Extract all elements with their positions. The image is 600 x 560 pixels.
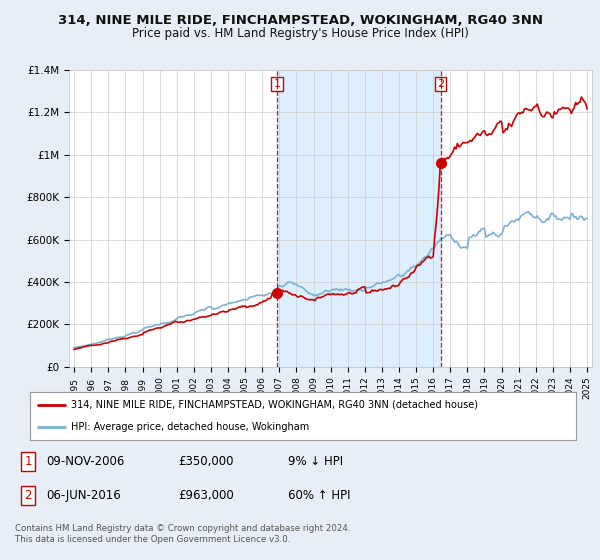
Text: 06-JUN-2016: 06-JUN-2016 [46, 489, 121, 502]
Text: Contains HM Land Registry data © Crown copyright and database right 2024.
This d: Contains HM Land Registry data © Crown c… [15, 524, 350, 544]
Text: 9% ↓ HPI: 9% ↓ HPI [288, 455, 343, 468]
Text: Price paid vs. HM Land Registry's House Price Index (HPI): Price paid vs. HM Land Registry's House … [131, 27, 469, 40]
Text: 09-NOV-2006: 09-NOV-2006 [46, 455, 124, 468]
Text: 1: 1 [274, 79, 280, 89]
Text: 314, NINE MILE RIDE, FINCHAMPSTEAD, WOKINGHAM, RG40 3NN (detached house): 314, NINE MILE RIDE, FINCHAMPSTEAD, WOKI… [71, 400, 478, 410]
Text: 1: 1 [24, 455, 32, 468]
Text: 2: 2 [437, 79, 444, 89]
Bar [277, 70, 440, 367]
Text: £350,000: £350,000 [178, 455, 233, 468]
Text: HPI: Average price, detached house, Wokingham: HPI: Average price, detached house, Woki… [71, 422, 309, 432]
Text: £963,000: £963,000 [178, 489, 234, 502]
Text: 60% ↑ HPI: 60% ↑ HPI [288, 489, 350, 502]
Text: 2: 2 [24, 489, 32, 502]
Text: 314, NINE MILE RIDE, FINCHAMPSTEAD, WOKINGHAM, RG40 3NN: 314, NINE MILE RIDE, FINCHAMPSTEAD, WOKI… [58, 14, 542, 27]
